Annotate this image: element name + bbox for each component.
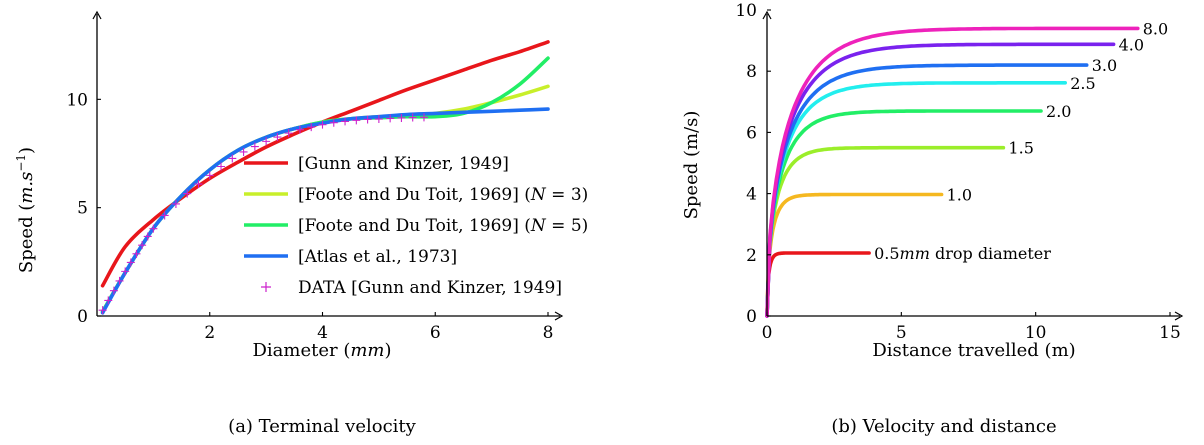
velocity-distance-curves — [765, 26, 1140, 318]
x-tick-label: 0 — [762, 323, 773, 343]
y-axis-label-b: Speed (m/s) — [681, 111, 702, 220]
data-point-marker — [295, 125, 304, 134]
x-tick-label: 2 — [204, 323, 215, 343]
y-tick-label: 8 — [746, 62, 757, 82]
x-tick-label: 6 — [430, 323, 441, 343]
data-point-marker — [307, 123, 316, 132]
data-point-marker — [98, 306, 107, 315]
speed-curve-8.0 — [765, 26, 1140, 318]
y-tick-label: 5 — [77, 199, 88, 219]
x-tick-label: 15 — [1159, 323, 1181, 343]
y-tick-label: 10 — [735, 1, 757, 21]
x-tick-label: 4 — [317, 323, 328, 343]
drop-diameter-label: 3.0 — [1092, 56, 1117, 75]
legend-entry: [Foote and Du Toit, 1969] (N = 3) — [298, 185, 588, 205]
speed-curve-4.0 — [765, 42, 1116, 318]
legend-entry: DATA [Gunn and Kinzer, 1949] — [298, 278, 562, 298]
y-tick-label: 6 — [746, 123, 757, 143]
x-axis-arrow-a — [554, 311, 564, 321]
speed-curve-2.5 — [765, 81, 1067, 318]
data-point-marker — [419, 113, 428, 122]
y-axis-label-a: Speed (m.s−1) — [14, 147, 37, 273]
data-point-marker — [104, 296, 113, 305]
data-point-marker — [132, 249, 141, 258]
data-point-marker — [239, 147, 248, 156]
y-tick-label: 10 — [66, 90, 88, 110]
data-point-marker — [183, 189, 192, 198]
caption-a: (a) Terminal velocity — [228, 416, 416, 437]
y-tick-label: 2 — [746, 246, 757, 266]
data-point-marker — [273, 133, 282, 142]
data-point-marker — [250, 142, 259, 151]
velocity-distance-chart: 0.5mm drop diameter 1.0 1.5 2.0 2.53.04.08.0… — [681, 1, 1184, 437]
speed-curve-0.5 — [765, 251, 871, 318]
drop-diameter-label: 4.0 — [1119, 35, 1144, 54]
speed-curve-1.5 — [765, 145, 1006, 318]
data-point-marker — [126, 258, 135, 267]
data-point-marker — [262, 137, 271, 146]
drop-diameter-label: 0.5mm drop diameter — [874, 244, 1051, 263]
data-point-marker — [352, 116, 361, 125]
data-point-marker — [408, 113, 417, 122]
data-point-marker — [363, 115, 372, 124]
drop-diameter-label: 2.0 — [1046, 102, 1071, 121]
y-axis-arrow-a — [92, 10, 102, 20]
y-tick-label: 4 — [746, 185, 757, 205]
x-ticks-b: 0 5 10 15 — [762, 312, 1181, 343]
x-axis-label-a: Diameter (mm) — [252, 340, 391, 361]
legend-a: [Gunn and Kinzer, 1949] [Foote and Du Toi… — [244, 154, 588, 298]
y-ticks-b: 0 2 4 6 8 10 — [735, 1, 771, 327]
data-point-marker — [143, 232, 152, 241]
y-axis-arrow-b — [762, 10, 772, 20]
data-point-marker — [121, 267, 130, 276]
data-point-marker — [397, 113, 406, 122]
y-tick-label: 0 — [77, 307, 88, 327]
data-point-marker — [341, 117, 350, 126]
data-point-marker — [386, 114, 395, 123]
terminal-velocity-data-points — [98, 113, 428, 315]
drop-diameter-label: 2.5 — [1070, 74, 1095, 93]
data-point-marker — [228, 154, 237, 163]
y-tick-label: 0 — [746, 307, 757, 327]
x-tick-label: 10 — [1025, 323, 1047, 343]
data-point-marker — [329, 118, 338, 127]
data-point-marker — [217, 162, 226, 171]
speed-curve-3.0 — [765, 63, 1089, 318]
data-point-marker — [318, 120, 327, 129]
drop-diameter-label: 1.5 — [1008, 139, 1033, 158]
legend-entry: [Foote and Du Toit, 1969] (N = 5) — [298, 216, 588, 236]
data-point-marker — [205, 171, 214, 180]
y-ticks-a: 0 5 10 — [66, 90, 101, 327]
speed-curve-2.0 — [765, 109, 1043, 318]
legend-marker — [261, 282, 271, 292]
data-point-marker — [194, 180, 203, 189]
x-tick-label: 5 — [896, 323, 907, 343]
data-point-marker — [149, 224, 158, 233]
caption-b: (b) Velocity and distance — [831, 416, 1056, 437]
data-point-marker — [115, 276, 124, 285]
speed-curve-1.0 — [765, 192, 944, 318]
drop-diameter-labels: 0.5mm drop diameter 1.0 1.5 2.0 2.53.04.08.0 — [874, 19, 1168, 263]
data-point-marker — [138, 241, 147, 250]
data-point-marker — [284, 129, 293, 138]
data-point-marker — [171, 199, 180, 208]
drop-diameter-label: 8.0 — [1143, 19, 1168, 38]
x-ticks-a: 2 4 6 8 — [204, 312, 553, 343]
data-point-marker — [109, 286, 118, 295]
drop-diameter-label: 1.0 — [947, 186, 972, 205]
legend-entry: [Atlas et al., 1973] — [298, 247, 457, 267]
terminal-velocity-chart: 2 4 6 8 0 5 10 Diameter (mm) Speed (m.s−1) [G… — [14, 10, 588, 437]
x-axis-arrow-b — [1174, 311, 1184, 321]
terminal-velocity-curves — [100, 40, 550, 315]
data-point-marker — [374, 115, 383, 124]
x-axis-label-b: Distance travelled (m) — [872, 340, 1075, 361]
x-tick-label: 8 — [543, 323, 554, 343]
legend-entry: [Gunn and Kinzer, 1949] — [298, 154, 509, 174]
data-point-marker — [160, 211, 169, 220]
